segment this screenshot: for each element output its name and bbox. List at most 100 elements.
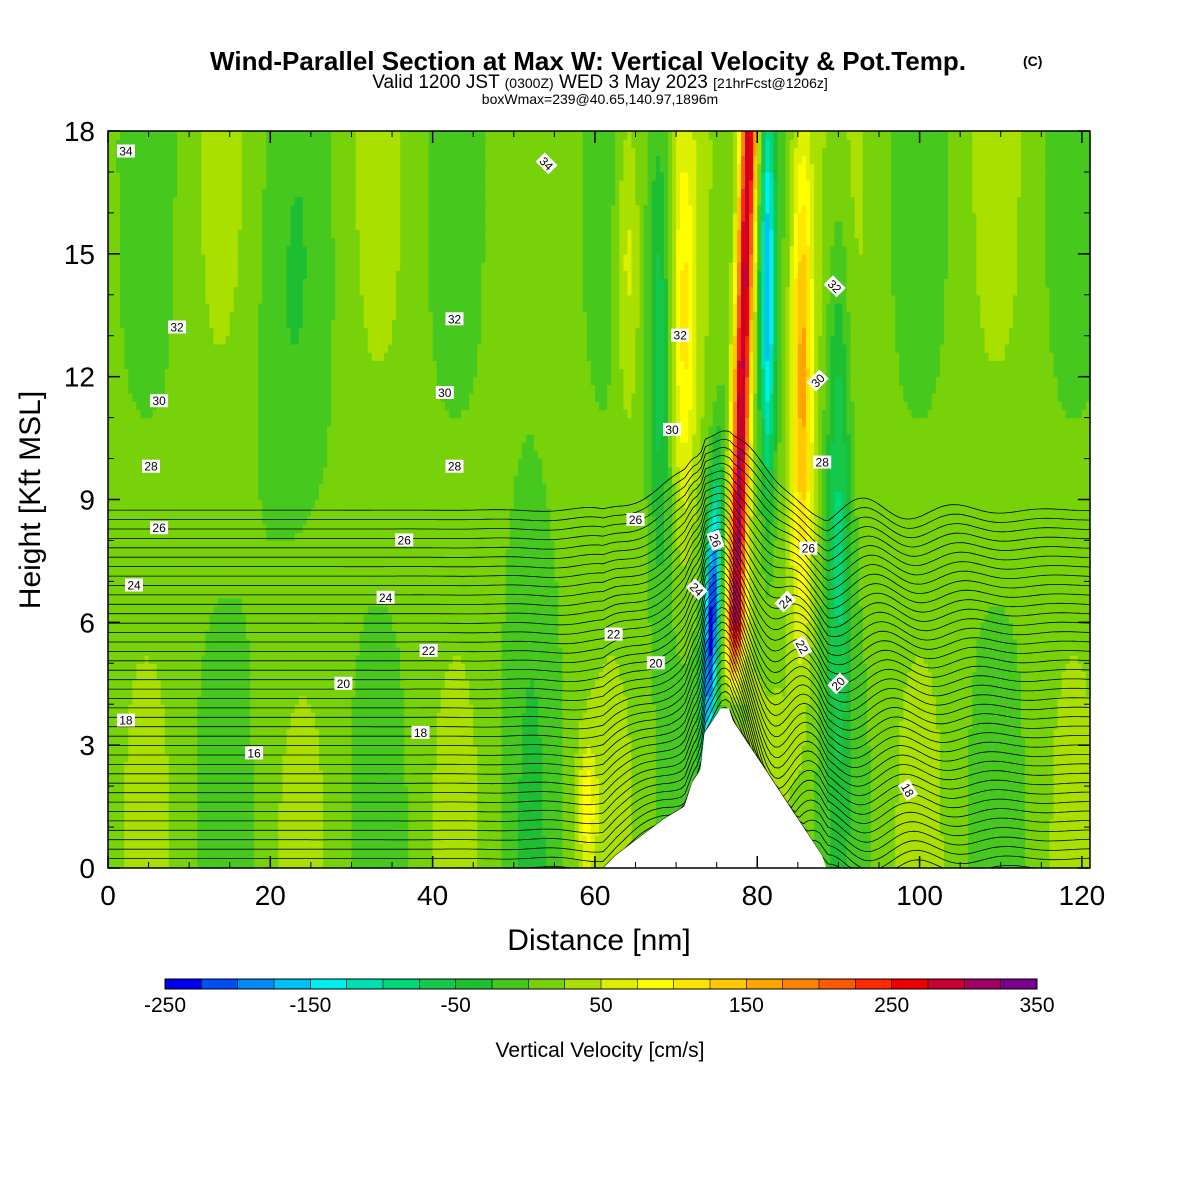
heat-cell bbox=[197, 450, 202, 460]
heat-cell bbox=[197, 278, 202, 288]
heat-cell bbox=[319, 483, 324, 492]
heat-cell bbox=[140, 696, 146, 705]
heat-cell bbox=[278, 589, 284, 599]
heat-cell bbox=[152, 548, 158, 558]
heat-cell bbox=[201, 597, 206, 607]
heat-cell bbox=[197, 352, 202, 361]
heat-cell bbox=[217, 565, 223, 574]
heat-cell bbox=[245, 614, 251, 623]
heat-cell bbox=[221, 565, 227, 574]
heat-cell bbox=[258, 417, 263, 427]
heat-cell bbox=[108, 679, 113, 689]
heat-cell bbox=[201, 171, 206, 181]
heat-cell bbox=[156, 843, 162, 853]
heat-cell bbox=[152, 687, 158, 697]
heat-cell bbox=[298, 696, 304, 705]
heat-cell bbox=[290, 696, 296, 705]
heat-cell bbox=[254, 491, 259, 501]
heat-cell bbox=[245, 827, 251, 836]
heat-cell bbox=[108, 704, 113, 714]
heat-cell bbox=[270, 466, 275, 476]
heat-cell bbox=[108, 638, 113, 648]
heat-cell bbox=[250, 556, 255, 566]
heat-cell bbox=[201, 843, 206, 853]
heat-cell bbox=[302, 704, 308, 714]
heat-cell bbox=[294, 753, 300, 763]
heat-cell bbox=[168, 237, 174, 247]
heat-cell bbox=[310, 253, 316, 263]
heat-cell bbox=[233, 753, 239, 763]
heat-cell bbox=[209, 311, 215, 320]
heat-cell bbox=[189, 736, 194, 746]
heat-cell bbox=[128, 859, 133, 868]
heat-cell bbox=[319, 524, 324, 533]
heat-cell bbox=[250, 409, 255, 419]
heat-cell bbox=[241, 311, 247, 320]
heat-cell bbox=[323, 777, 328, 787]
heat-cell bbox=[278, 253, 284, 263]
heat-cell bbox=[116, 262, 121, 271]
heat-cell bbox=[120, 237, 125, 247]
heat-cell bbox=[286, 491, 292, 501]
heat-cell bbox=[221, 253, 227, 263]
heat-cell bbox=[185, 417, 190, 427]
heat-cell bbox=[266, 262, 271, 271]
heat-cell bbox=[185, 131, 190, 140]
heat-cell bbox=[302, 147, 308, 157]
heat-cell bbox=[152, 761, 158, 771]
heat-cell bbox=[148, 368, 154, 378]
heat-cell bbox=[176, 736, 182, 746]
heat-cell bbox=[201, 401, 206, 411]
heat-cell bbox=[172, 311, 178, 320]
heat-cell bbox=[201, 262, 206, 271]
heat-cell bbox=[168, 384, 174, 394]
heat-cell bbox=[128, 458, 133, 468]
heat-cell bbox=[262, 384, 267, 394]
heat-cell bbox=[112, 319, 117, 329]
heat-cell bbox=[205, 409, 211, 419]
heat-cell bbox=[176, 229, 182, 239]
heat-cell bbox=[221, 589, 227, 599]
heat-cell bbox=[266, 474, 271, 484]
heat-cell bbox=[282, 196, 288, 206]
heat-cell bbox=[278, 483, 284, 492]
heat-cell bbox=[250, 605, 255, 615]
heat-cell bbox=[266, 720, 271, 730]
heat-cell bbox=[306, 442, 312, 451]
heat-cell bbox=[323, 352, 328, 361]
heat-cell bbox=[213, 753, 219, 763]
heat-cell bbox=[233, 794, 239, 804]
heat-cell bbox=[108, 515, 113, 525]
heat-cell bbox=[201, 147, 206, 157]
heat-cell bbox=[124, 417, 129, 427]
heat-cell bbox=[213, 450, 219, 460]
heat-cell bbox=[124, 458, 129, 468]
heat-cell bbox=[176, 352, 182, 361]
heat-cell bbox=[323, 147, 328, 157]
heat-cell bbox=[250, 147, 255, 157]
heat-cell bbox=[189, 466, 194, 476]
heat-cell bbox=[266, 483, 271, 492]
heat-cell bbox=[327, 720, 332, 730]
heat-cell bbox=[306, 294, 312, 304]
heat-cell bbox=[168, 417, 174, 427]
heat-cell bbox=[241, 515, 247, 525]
heat-cell bbox=[278, 859, 284, 868]
heat-cell bbox=[205, 663, 211, 673]
heat-cell bbox=[270, 704, 275, 714]
heat-cell bbox=[290, 507, 296, 517]
heat-cell bbox=[323, 532, 328, 542]
heat-cell bbox=[213, 720, 219, 730]
heat-cell bbox=[266, 622, 271, 632]
heat-cell bbox=[185, 687, 190, 697]
heat-cell bbox=[290, 565, 296, 574]
heat-cell bbox=[132, 630, 138, 640]
heat-cell bbox=[270, 294, 275, 304]
heat-cell bbox=[302, 556, 308, 566]
heat-cell bbox=[270, 245, 275, 255]
heat-cell bbox=[168, 433, 174, 443]
heat-cell bbox=[319, 393, 324, 402]
heat-cell bbox=[112, 474, 117, 484]
heat-cell bbox=[209, 712, 215, 722]
heat-cell bbox=[128, 450, 133, 460]
